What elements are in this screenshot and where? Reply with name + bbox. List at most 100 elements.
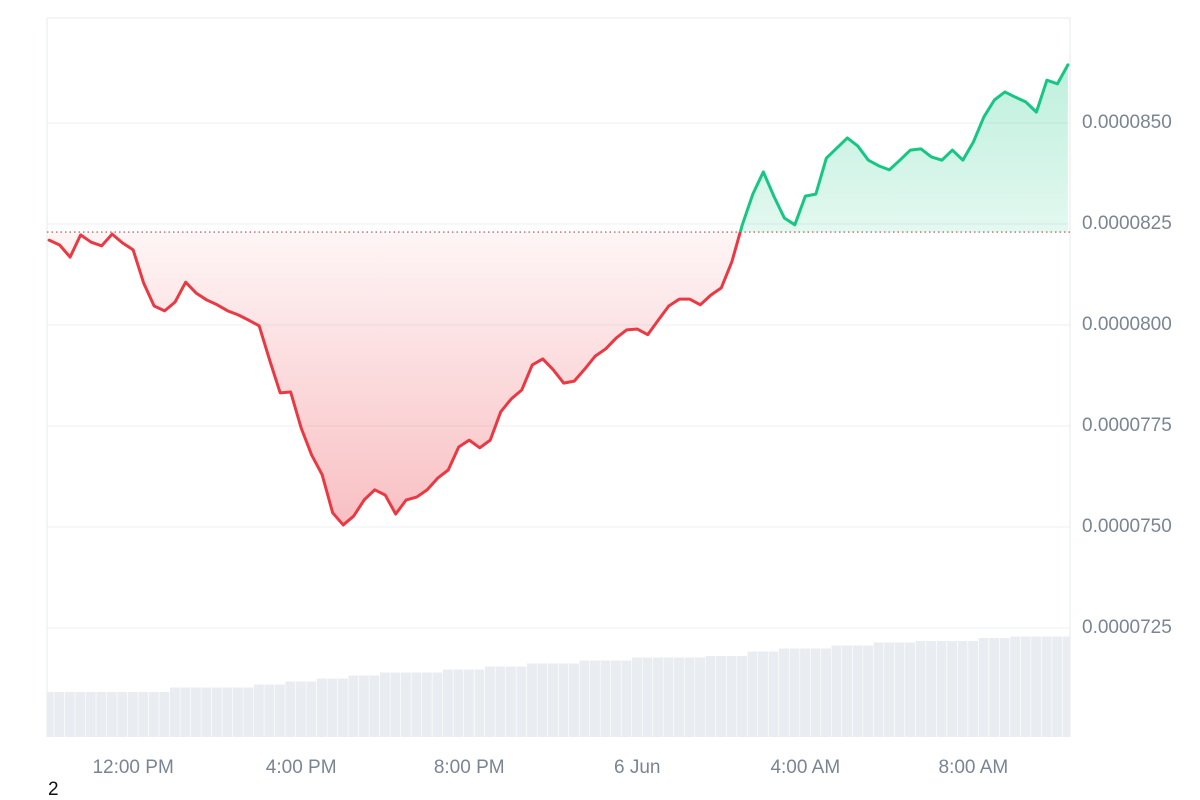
volume-bar xyxy=(421,672,432,737)
volume-bar xyxy=(821,648,831,737)
volume-bar xyxy=(705,656,716,737)
volume-bar xyxy=(884,642,894,737)
volume-bar xyxy=(358,675,369,737)
volume-bar xyxy=(936,641,947,737)
price-area xyxy=(49,64,1068,525)
volume-bar xyxy=(789,648,800,737)
volume-bar xyxy=(127,692,138,737)
volume-bar xyxy=(957,641,968,737)
volume-bar xyxy=(316,678,327,737)
y-tick-label: 0.0000725 xyxy=(1082,617,1172,638)
volume-bar xyxy=(1052,636,1063,737)
volume-bar xyxy=(117,692,128,737)
y-tick-label: 0.0000775 xyxy=(1082,415,1172,436)
volume-bar xyxy=(1010,636,1021,737)
x-tick-label: 8:00 AM xyxy=(939,757,1009,778)
volume-bar xyxy=(453,669,464,737)
volume-bar xyxy=(905,642,916,737)
volume-bar xyxy=(1062,636,1070,737)
volume-bar xyxy=(695,657,705,737)
volume-bar xyxy=(274,684,285,737)
volume-bar xyxy=(989,638,1000,737)
volume-bar xyxy=(201,687,212,737)
y-tick-label: 0.0000825 xyxy=(1082,213,1172,234)
volume-bar xyxy=(611,660,621,737)
volume-bar xyxy=(495,666,506,737)
volume-bar xyxy=(842,645,852,737)
y-tick-label: 0.0000800 xyxy=(1082,314,1172,335)
x-tick-label: 12:00 PM xyxy=(92,757,173,778)
volume-bar xyxy=(379,672,390,737)
volume-bar xyxy=(894,642,905,737)
volume-bar xyxy=(558,663,569,737)
volume-bar xyxy=(873,642,884,737)
volume-bar xyxy=(947,641,958,737)
volume-bar xyxy=(621,660,632,737)
volume-bar xyxy=(663,657,674,737)
volume-bar xyxy=(442,669,453,737)
volume-bar xyxy=(852,645,863,737)
volume-bar xyxy=(337,678,348,737)
volume-bar xyxy=(632,657,642,737)
volume-bar xyxy=(926,641,937,737)
x-tick-label: 6 Jun xyxy=(614,757,660,778)
volume-bar xyxy=(726,656,737,737)
volume-bar xyxy=(1041,636,1052,737)
volume-bar xyxy=(180,687,191,737)
volume-bar xyxy=(369,675,380,737)
volume-bar xyxy=(653,657,663,737)
volume-bar xyxy=(579,660,590,737)
volume-bar xyxy=(54,692,65,737)
volume-bar xyxy=(747,651,758,737)
volume-bar xyxy=(547,663,558,737)
volume-bar xyxy=(684,657,695,737)
volume-bar xyxy=(432,672,443,737)
x-tick-label: 4:00 AM xyxy=(770,757,840,778)
volume-bar xyxy=(243,687,254,737)
volume-bar xyxy=(779,648,789,737)
volume-bar xyxy=(1020,636,1031,737)
volume-bar xyxy=(253,684,264,737)
volume-bar xyxy=(64,692,75,737)
volume-bar xyxy=(569,663,579,737)
volume-bar xyxy=(85,692,96,737)
volume-bar xyxy=(232,687,243,737)
volume-bar xyxy=(159,692,170,737)
volume-bar xyxy=(537,663,548,737)
footnote: 2 xyxy=(48,779,59,800)
volume-bar xyxy=(516,666,527,737)
volume-bar xyxy=(138,692,149,737)
volume-bar xyxy=(474,669,485,737)
volume-bar xyxy=(169,687,180,737)
volume-bar xyxy=(590,660,600,737)
volume-bar xyxy=(716,656,726,737)
volume-bar xyxy=(411,672,422,737)
volume-bar xyxy=(674,657,684,737)
volume-bar xyxy=(999,638,1010,737)
volume-bar xyxy=(810,648,821,737)
volume-bar xyxy=(642,657,653,737)
volume-bar xyxy=(285,681,296,737)
volume-bar xyxy=(831,645,842,737)
volume-bar xyxy=(600,660,611,737)
volume-bar xyxy=(211,687,222,737)
x-tick-label: 8:00 PM xyxy=(434,757,505,778)
volume-bar xyxy=(768,651,779,737)
volume-bar xyxy=(526,663,537,737)
volume-bar xyxy=(96,692,107,737)
y-tick-label: 0.0000850 xyxy=(1082,112,1172,133)
volume-bar xyxy=(915,641,926,737)
volume-bar xyxy=(800,648,810,737)
volume-bar xyxy=(75,692,86,737)
volume-bar xyxy=(390,672,401,737)
volume-bar xyxy=(148,692,159,737)
volume-bar xyxy=(295,681,306,737)
volume-bar xyxy=(863,645,873,737)
y-tick-label: 0.0000750 xyxy=(1082,516,1172,537)
volume-bar xyxy=(484,666,495,737)
volume-bar xyxy=(978,638,989,737)
volume-bar xyxy=(348,675,359,737)
x-tick-label: 4:00 PM xyxy=(266,757,337,778)
